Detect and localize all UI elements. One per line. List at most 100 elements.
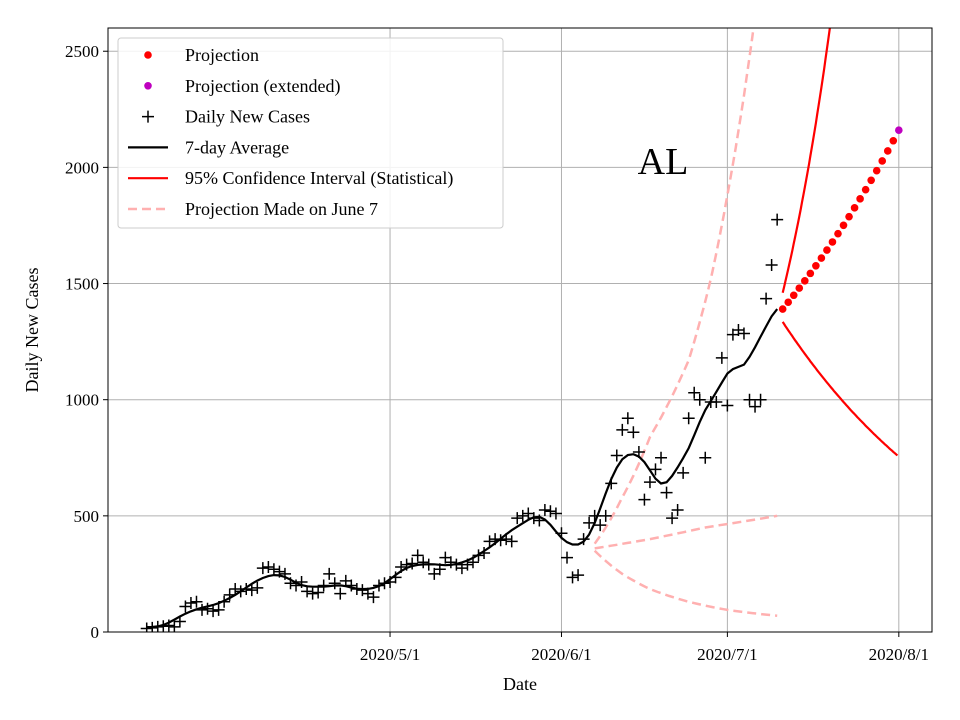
daily-case-marker xyxy=(256,562,269,575)
daily-case-marker xyxy=(660,486,673,499)
daily-case-marker xyxy=(771,213,784,226)
projection-point xyxy=(850,204,859,212)
daily-case-marker xyxy=(760,292,773,305)
daily-case-marker xyxy=(577,533,590,546)
projection-point xyxy=(789,291,798,300)
legend: Projection Projection (extended) Daily New… xyxy=(117,37,504,229)
daily-case-marker xyxy=(688,386,701,399)
daily-case-marker xyxy=(212,603,225,616)
daily-case-marker xyxy=(323,567,336,580)
daily-case-marker xyxy=(749,400,762,413)
series-layer xyxy=(140,28,903,632)
projection-point xyxy=(795,284,804,292)
x-tick-label: 2020/6/1 xyxy=(531,645,591,664)
daily-case-marker xyxy=(494,534,507,547)
chart-title: AL xyxy=(638,141,689,183)
daily-case-marker xyxy=(262,560,275,573)
june7-projection-middle xyxy=(594,514,778,550)
daily-case-marker xyxy=(549,507,562,520)
daily-case-marker xyxy=(616,423,629,436)
daily-case-marker xyxy=(583,516,596,529)
daily-case-marker xyxy=(245,584,258,597)
projection-point xyxy=(867,176,875,185)
daily-case-marker xyxy=(666,512,679,525)
daily-case-marker xyxy=(572,569,585,582)
daily-case-marker xyxy=(544,505,557,518)
legend-swatch-dot xyxy=(144,82,152,90)
daily-case-marker xyxy=(638,493,651,506)
daily-case-marker xyxy=(671,504,684,517)
daily-case-marker xyxy=(677,466,690,479)
daily-case-marker xyxy=(411,549,424,562)
daily-case-marker xyxy=(610,449,623,462)
june7-projection-lower xyxy=(593,549,778,617)
daily-case-marker xyxy=(765,258,778,271)
projection-point xyxy=(778,305,787,313)
daily-case-marker xyxy=(334,587,347,600)
y-axis-label: Daily New Cases xyxy=(22,268,42,393)
daily-case-marker xyxy=(251,581,264,594)
projection-point xyxy=(834,229,842,238)
daily-case-marker xyxy=(754,393,767,406)
daily-case-marker xyxy=(649,463,662,476)
daily-case-marker xyxy=(599,509,612,522)
daily-case-marker xyxy=(406,557,419,570)
projection-point xyxy=(817,254,826,262)
daily-case-marker xyxy=(561,551,574,564)
daily-case-marker xyxy=(306,587,319,600)
daily-case-marker xyxy=(588,509,601,522)
ci-upper-line xyxy=(781,28,831,294)
x-tick-label: 2020/7/1 xyxy=(697,645,757,664)
daily-case-marker xyxy=(483,535,496,548)
x-tick-label: 2020/5/1 xyxy=(360,645,420,664)
y-tick-label: 1000 xyxy=(65,391,99,410)
daily-case-marker xyxy=(566,571,579,584)
y-tick-label: 0 xyxy=(91,623,100,642)
daily-case-marker xyxy=(511,512,524,525)
daily-case-marker xyxy=(367,591,380,604)
daily-case-marker xyxy=(190,595,203,608)
daily-case-marker xyxy=(699,451,712,464)
daily-case-marker xyxy=(312,586,325,599)
plot-frame xyxy=(107,27,933,633)
legend-label-daily: Daily New Cases xyxy=(185,107,310,127)
daily-case-marker xyxy=(743,393,756,406)
daily-case-marker xyxy=(267,563,280,576)
legend-box xyxy=(117,37,504,229)
daily-case-marker xyxy=(721,399,734,412)
projection-point xyxy=(878,157,887,165)
x-axis-label: Date xyxy=(503,674,537,694)
daily-case-marker xyxy=(184,596,197,609)
daily-case-marker xyxy=(516,509,529,522)
legend-swatch-plus xyxy=(142,110,154,123)
projection-point xyxy=(806,269,815,278)
ci-lower-line xyxy=(781,321,899,457)
projection-point xyxy=(823,246,831,254)
daily-case-marker xyxy=(207,605,220,618)
legend-label-extended: Projection (extended) xyxy=(185,76,340,97)
daily-case-marker xyxy=(229,583,242,596)
daily-case-marker xyxy=(682,412,695,425)
ticks: 2020/5/1 2020/6/1 2020/7/1 2020/8/1 0 500 1000… xyxy=(65,42,929,664)
projection-point xyxy=(839,221,848,230)
legend-label-projection: Projection xyxy=(185,45,259,65)
daily-case-marker xyxy=(328,577,341,590)
projection-point xyxy=(883,147,892,155)
daily-case-marker xyxy=(538,504,551,517)
y-tick-label: 1500 xyxy=(65,275,99,294)
daily-case-marker xyxy=(655,451,668,464)
seven-day-average-line xyxy=(146,308,779,629)
daily-case-marker xyxy=(710,396,723,409)
daily-case-marker xyxy=(201,602,214,615)
projection-point xyxy=(784,298,793,307)
projection-point xyxy=(801,277,809,285)
y-tick-label: 2000 xyxy=(65,158,99,177)
daily-case-marker xyxy=(594,519,607,532)
projection-point xyxy=(872,166,881,175)
daily-case-marker xyxy=(643,476,656,489)
daily-case-marker xyxy=(715,351,728,364)
legend-label-ci: 95% Confidence Interval (Statistical) xyxy=(185,168,453,189)
projection-point xyxy=(861,185,870,194)
legend-swatch-dot xyxy=(144,51,152,59)
